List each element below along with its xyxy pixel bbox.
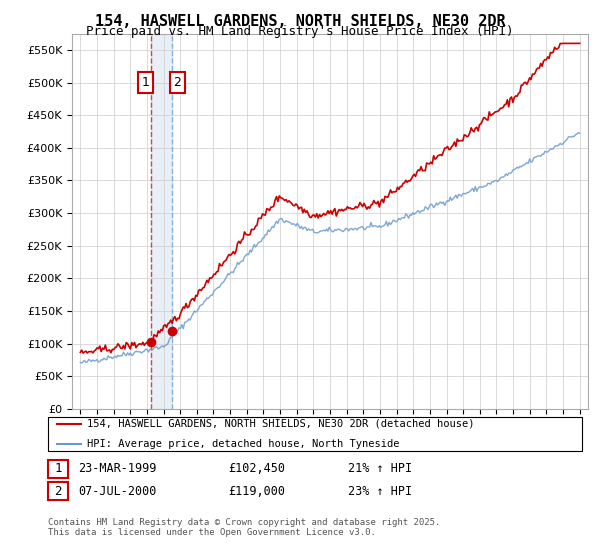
Text: 1: 1 — [54, 462, 62, 475]
Text: £102,450: £102,450 — [228, 462, 285, 475]
Text: Contains HM Land Registry data © Crown copyright and database right 2025.
This d: Contains HM Land Registry data © Crown c… — [48, 518, 440, 538]
Text: 21% ↑ HPI: 21% ↑ HPI — [348, 462, 412, 475]
Text: HPI: Average price, detached house, North Tyneside: HPI: Average price, detached house, Nort… — [87, 438, 400, 449]
Text: 23% ↑ HPI: 23% ↑ HPI — [348, 484, 412, 498]
Text: £119,000: £119,000 — [228, 484, 285, 498]
Text: 23-MAR-1999: 23-MAR-1999 — [78, 462, 157, 475]
Text: 07-JUL-2000: 07-JUL-2000 — [78, 484, 157, 498]
Text: 154, HASWELL GARDENS, NORTH SHIELDS, NE30 2DR: 154, HASWELL GARDENS, NORTH SHIELDS, NE3… — [95, 14, 505, 29]
Bar — [151, 34, 172, 409]
Text: 2: 2 — [173, 76, 181, 89]
Text: 154, HASWELL GARDENS, NORTH SHIELDS, NE30 2DR (detached house): 154, HASWELL GARDENS, NORTH SHIELDS, NE3… — [87, 419, 475, 429]
Text: 2: 2 — [54, 484, 62, 498]
Text: Price paid vs. HM Land Registry's House Price Index (HPI): Price paid vs. HM Land Registry's House … — [86, 25, 514, 38]
Text: 1: 1 — [142, 76, 149, 89]
